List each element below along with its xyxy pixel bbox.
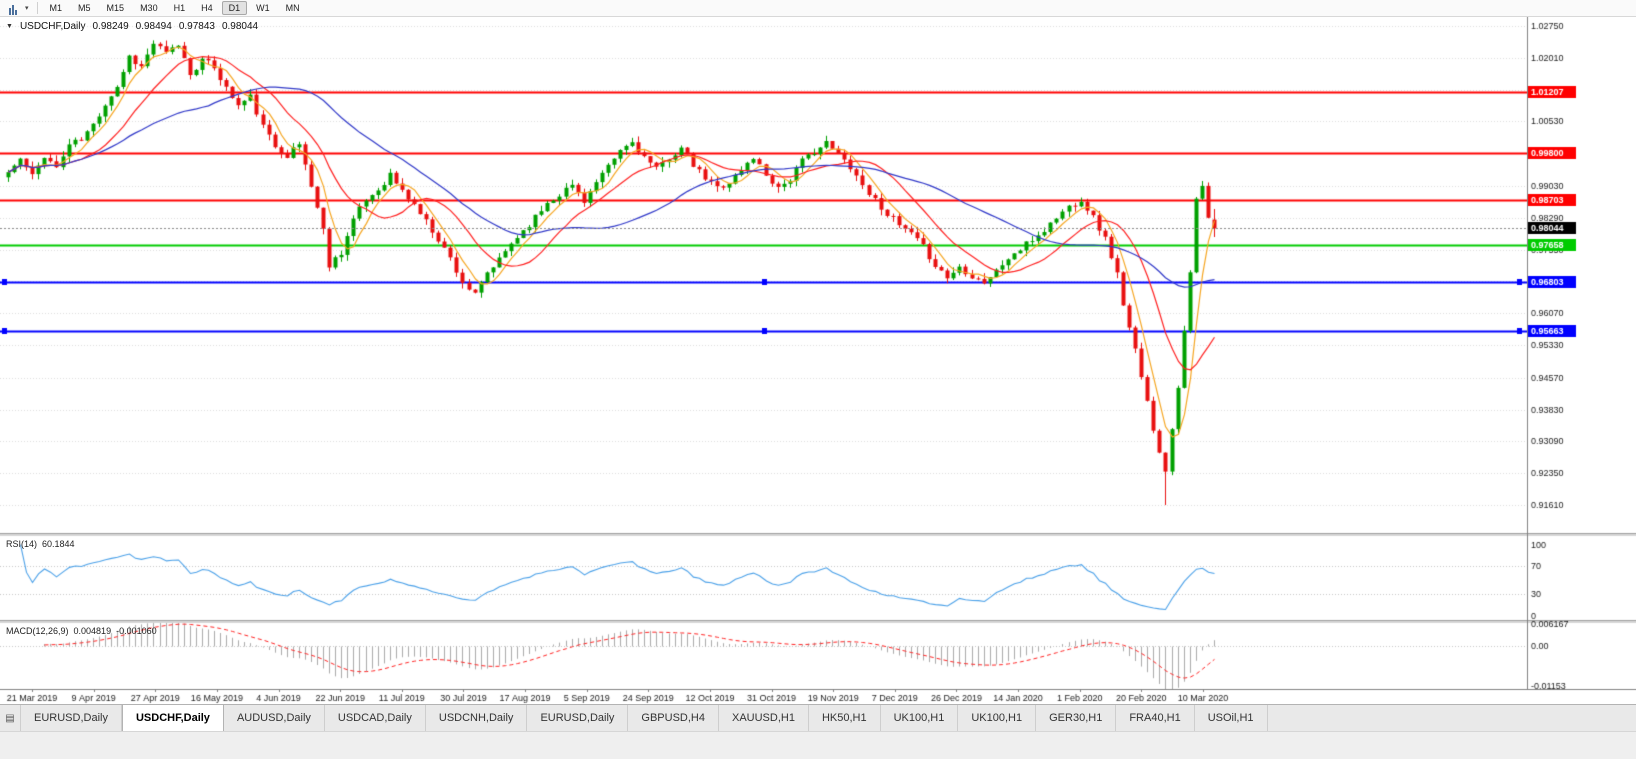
timeframe-toolbar: ▾ M1 M5 M15 M30 H1 H4 D1 W1 MN [0,0,1636,17]
timeframe-button-m30[interactable]: M30 [133,1,165,15]
timeframe-button-d1[interactable]: D1 [221,1,248,15]
tab-usoil-h1[interactable]: USOil,H1 [1194,705,1268,731]
tab-uk100-h1-2[interactable]: UK100,H1 [958,705,1037,731]
timeframe-button-m1[interactable]: M1 [43,1,70,15]
tab-ger30-h1[interactable]: GER30,H1 [1036,705,1117,731]
chart-tabbar: ▤ EURUSD,Daily USDCHF,Daily AUDUSD,Daily… [0,704,1636,731]
status-strip [0,731,1636,759]
timeframe-button-m15[interactable]: M15 [100,1,132,15]
tab-xauusd-h1[interactable]: XAUUSD,H1 [718,705,809,731]
window-list-icon[interactable]: ▤ [0,705,21,731]
tab-hk50-h1[interactable]: HK50,H1 [808,705,881,731]
collapse-chart-icon[interactable]: ▼ [6,23,13,30]
timeframe-button-h1[interactable]: H1 [167,1,193,15]
tab-audusd-daily[interactable]: AUDUSD,Daily [223,705,325,731]
tab-gbpusd-h4[interactable]: GBPUSD,H4 [628,705,719,731]
tab-eurusd-daily-2[interactable]: EURUSD,Daily [527,705,629,731]
timeframe-button-w1[interactable]: W1 [249,1,277,15]
tab-usdchf-daily[interactable]: USDCHF,Daily [121,705,224,731]
tab-usdcnh-daily[interactable]: USDCNH,Daily [425,705,528,731]
price-chart-canvas[interactable] [0,17,1636,704]
timeframe-button-m5[interactable]: M5 [71,1,98,15]
toolbar-separator [36,2,38,14]
tab-usdcad-daily[interactable]: USDCAD,Daily [324,705,426,731]
tab-uk100-h1[interactable]: UK100,H1 [880,705,959,731]
timeframe-button-mn[interactable]: MN [279,1,307,15]
chevron-down-icon[interactable]: ▾ [25,4,29,12]
tab-fra40-h1[interactable]: FRA40,H1 [1116,705,1195,731]
chart-type-icon[interactable] [3,2,23,15]
tab-eurusd-daily[interactable]: EURUSD,Daily [21,705,122,731]
timeframe-button-h4[interactable]: H4 [194,1,220,15]
